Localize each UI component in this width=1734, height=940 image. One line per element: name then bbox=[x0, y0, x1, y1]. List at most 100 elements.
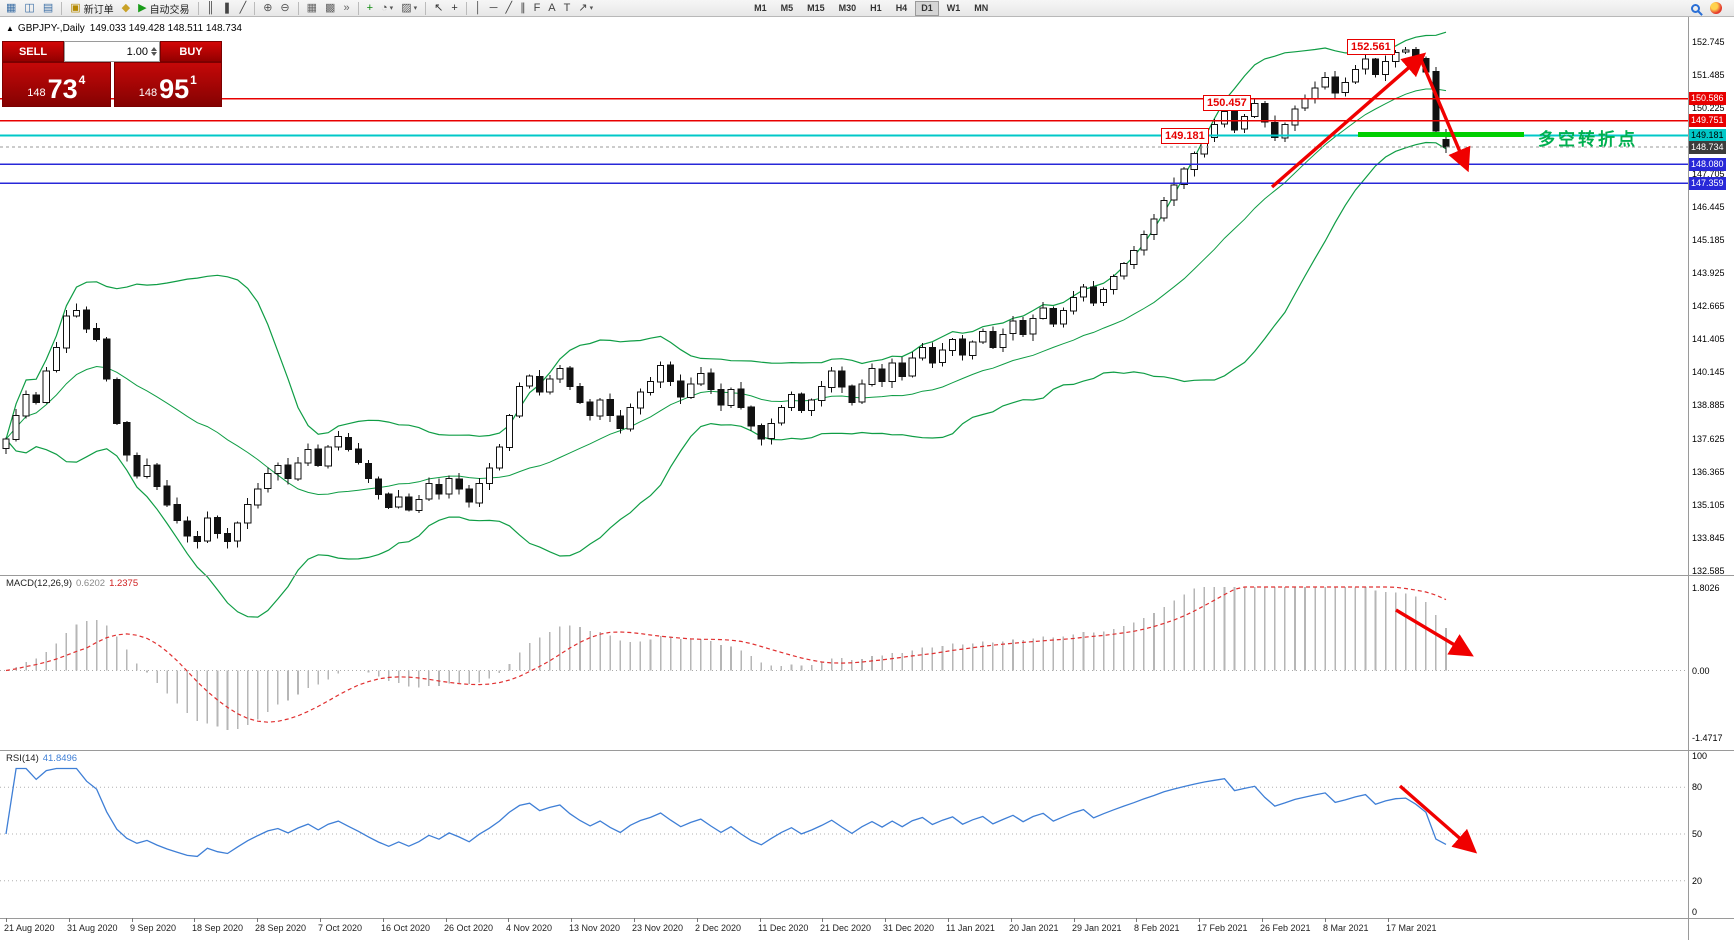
zoom-in-icon[interactable]: ⊕ bbox=[260, 1, 275, 16]
text-icon[interactable]: A bbox=[545, 1, 558, 16]
toolbar-separator bbox=[254, 1, 256, 15]
toolbar-separator bbox=[61, 1, 63, 15]
cursor-icon: ↖ bbox=[434, 1, 444, 14]
templates-icon-caret: ▾ bbox=[413, 5, 418, 12]
rsi-line bbox=[5, 767, 1447, 858]
sell-button[interactable]: SELL bbox=[2, 41, 64, 62]
cascade-windows-icon[interactable]: ▩ bbox=[322, 1, 338, 16]
indicators-icon[interactable]: + bbox=[364, 1, 376, 16]
one-click-trading-panel: SELL 1.00 BUY 148 73 4 148 95 1 bbox=[2, 41, 222, 107]
timeframe-toolbar: M1 M5 M15 M30 H1 H4 D1 W1 MN bbox=[747, 0, 995, 16]
volume-up-icon[interactable] bbox=[151, 47, 157, 51]
chart-ohlc-readout: 149.033 149.428 148.511 148.734 bbox=[89, 23, 242, 34]
chart-shift-icon[interactable]: » bbox=[340, 1, 352, 16]
toolbar-separator bbox=[425, 1, 427, 15]
trendline-icon: ╱ bbox=[505, 1, 513, 14]
horizontal-line-icon: ─ bbox=[489, 1, 498, 14]
alert-icon[interactable] bbox=[1710, 2, 1722, 14]
timeframe-h4-button[interactable]: H4 bbox=[890, 1, 914, 16]
price-chart-canvas[interactable] bbox=[0, 17, 1734, 940]
rsi-indicator-label: RSI(14) 41.8496 bbox=[6, 753, 77, 764]
cursor-icon[interactable]: ↖ bbox=[431, 1, 446, 16]
ask-price-button[interactable]: 148 95 1 bbox=[113, 62, 222, 107]
new-order-icon-label: 新订单 bbox=[83, 4, 114, 16]
zoom-out-icon: ⊖ bbox=[280, 1, 290, 14]
bid-price-button[interactable]: 148 73 4 bbox=[2, 62, 111, 107]
bid-integer: 148 bbox=[27, 87, 46, 99]
vertical-line-icon[interactable]: │ bbox=[472, 1, 485, 16]
buy-button[interactable]: BUY bbox=[160, 41, 222, 62]
navigator-icon[interactable]: ▤ bbox=[40, 1, 56, 16]
fibonacci-icon: F bbox=[533, 1, 541, 14]
ask-pipette: 1 bbox=[190, 73, 197, 87]
arrows-icon-caret: ▾ bbox=[589, 5, 594, 12]
templates-icon: ▨ bbox=[401, 1, 412, 14]
bid-pips: 73 bbox=[47, 74, 78, 105]
channel-icon[interactable]: ∥ bbox=[517, 1, 529, 16]
new-order-icon: ▣ bbox=[70, 1, 81, 14]
timeframe-w1-button[interactable]: W1 bbox=[941, 1, 967, 16]
new-order-icon[interactable]: ▣ 新订单 bbox=[67, 1, 116, 16]
timeframe-d1-button[interactable]: D1 bbox=[915, 0, 939, 16]
data-window-icon: ◫ bbox=[24, 1, 35, 14]
metaeditor-icon[interactable]: ◆ bbox=[119, 1, 133, 16]
timeframe-m15-button[interactable]: M15 bbox=[801, 1, 831, 16]
bar-chart-type-icon: ║ bbox=[206, 1, 215, 14]
crosshair-icon[interactable]: + bbox=[448, 1, 460, 16]
candlestick-type-icon[interactable]: ❚ bbox=[219, 1, 234, 16]
rsi-value: 41.8496 bbox=[42, 753, 78, 764]
periods-icon[interactable]: ◔ ▾ bbox=[378, 1, 396, 16]
timeframe-m1-button[interactable]: M1 bbox=[748, 1, 773, 16]
metaeditor-icon: ◆ bbox=[121, 1, 131, 14]
ask-integer: 148 bbox=[138, 87, 158, 99]
chart-quote-row: ▲ GBPJPY-,Daily 149.033 149.428 148.511 14… bbox=[6, 23, 247, 34]
search-icon[interactable] bbox=[1691, 3, 1700, 13]
bar-chart-type-icon[interactable]: ║ bbox=[204, 1, 218, 16]
market-watch-icon[interactable]: ▦ bbox=[3, 1, 19, 16]
toolbar-right-group bbox=[1691, 2, 1732, 14]
autotrading-icon: ▶ bbox=[138, 1, 147, 14]
cascade-windows-icon: ▩ bbox=[325, 1, 336, 14]
timeframe-h1-button[interactable]: H1 bbox=[864, 1, 888, 16]
channel-icon: ∥ bbox=[520, 1, 526, 14]
tile-windows-icon[interactable]: ▦ bbox=[304, 1, 320, 16]
rsi-name: RSI(14) bbox=[6, 753, 39, 764]
ask-pips: 95 bbox=[159, 74, 190, 105]
line-chart-type-icon[interactable]: ╱ bbox=[237, 1, 250, 16]
turning-point-zone-line bbox=[1358, 132, 1524, 137]
volume-spinner[interactable] bbox=[151, 47, 158, 56]
timeframe-m30-button[interactable]: M30 bbox=[833, 1, 863, 16]
horizontal-line-icon[interactable]: ─ bbox=[487, 1, 501, 16]
trendline-icon[interactable]: ╱ bbox=[502, 1, 515, 16]
main-toolbar: ▦ ◫ ▤ ▣ 新订单 ◆ ▶ 自动交易 ║ ❚ ╱ ⊕ ⊖ ▦ ▩» + ◔ ▾ ▨ ▾ ↖ + │ ─ ╱ ∥ F A T ↗ ▾ M1… bbox=[0, 0, 1734, 17]
bid-pipette: 4 bbox=[78, 73, 86, 87]
macd-signal-line bbox=[5, 586, 1447, 723]
tile-windows-icon: ▦ bbox=[306, 1, 318, 14]
arrows-icon: ↗ bbox=[578, 1, 588, 14]
toolbar-separator bbox=[297, 1, 299, 15]
navigator-icon: ▤ bbox=[42, 1, 54, 14]
volume-value: 1.00 bbox=[126, 45, 148, 58]
arrows-icon[interactable]: ↗ ▾ bbox=[575, 1, 596, 16]
macd-histogram bbox=[15, 587, 1447, 730]
one-click-expander-icon[interactable]: ▲ bbox=[6, 24, 14, 33]
label-icon[interactable]: T bbox=[561, 1, 574, 16]
candles bbox=[2, 46, 1450, 549]
text-icon: A bbox=[548, 1, 556, 14]
zoom-out-icon[interactable]: ⊖ bbox=[277, 1, 292, 16]
macd-name: MACD(12,26,9) bbox=[6, 578, 72, 589]
volume-down-icon[interactable] bbox=[151, 52, 157, 56]
autotrading-icon[interactable]: ▶ 自动交易 bbox=[135, 1, 192, 16]
chart-window[interactable]: 152.745 151.485 150.225 147.705 146.445 145.1… bbox=[0, 17, 1734, 940]
fibonacci-icon[interactable]: F bbox=[531, 1, 544, 16]
templates-icon[interactable]: ▨ ▾ bbox=[398, 1, 420, 16]
periods-icon-caret: ▾ bbox=[389, 5, 394, 12]
data-window-icon[interactable]: ◫ bbox=[21, 1, 37, 16]
zoom-in-icon: ⊕ bbox=[263, 1, 273, 14]
timeframe-m5-button[interactable]: M5 bbox=[775, 1, 800, 16]
timeframe-mn-button[interactable]: MN bbox=[968, 1, 994, 16]
volume-input[interactable]: 1.00 bbox=[64, 41, 160, 62]
indicators-icon: + bbox=[366, 1, 374, 14]
chart-shift-icon: » bbox=[343, 1, 350, 14]
